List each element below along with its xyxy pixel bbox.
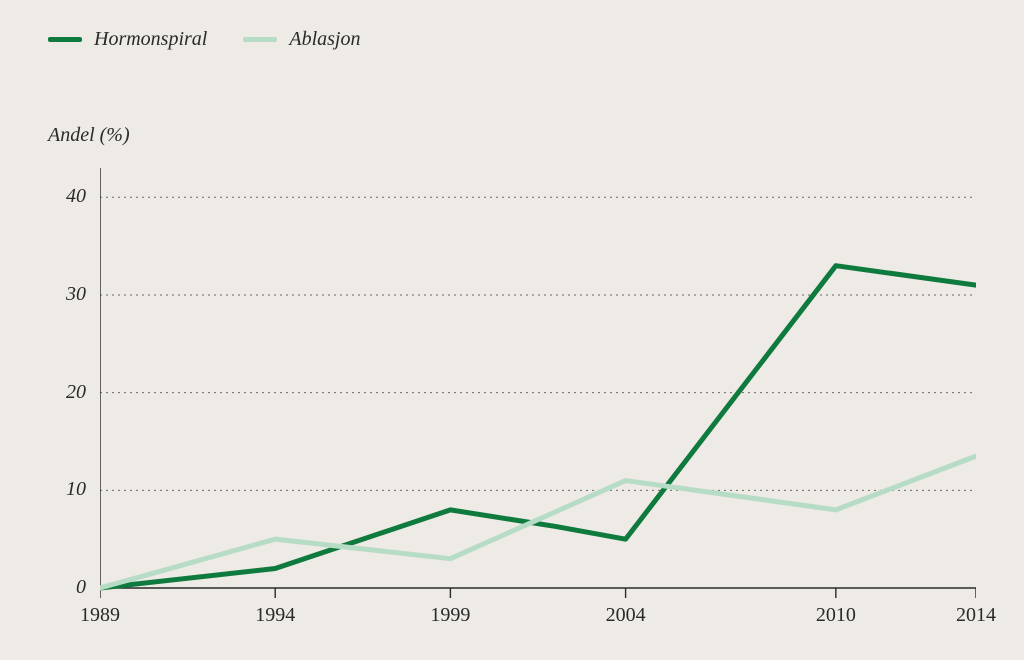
chart-svg [100, 168, 976, 602]
plot-area: 010203040 198919941999200420102014 [100, 168, 976, 588]
x-tick-label: 2004 [606, 604, 646, 627]
x-tick-label: 2014 [956, 604, 996, 627]
x-tick-label: 2010 [816, 604, 856, 627]
y-tick-label: 30 [66, 283, 86, 306]
legend-label: Hormonspiral [94, 28, 207, 51]
y-tick-label: 40 [66, 185, 86, 208]
y-tick-label: 0 [76, 576, 86, 599]
gridlines [100, 197, 976, 490]
series-group [100, 266, 976, 588]
legend-item-hormonspiral: Hormonspiral [48, 28, 207, 51]
legend-label: Ablasjon [289, 28, 360, 51]
y-tick-label: 20 [66, 381, 86, 404]
y-tick-label: 10 [66, 478, 86, 501]
x-tick-label: 1994 [255, 604, 295, 627]
legend-swatch [48, 37, 82, 42]
legend-swatch [243, 37, 277, 42]
legend-item-ablasjon: Ablasjon [243, 28, 360, 51]
axes [100, 168, 976, 598]
legend: Hormonspiral Ablasjon [48, 28, 360, 51]
x-tick-label: 1989 [80, 604, 120, 627]
y-axis-label: Andel (%) [48, 124, 130, 147]
x-tick-label: 1999 [430, 604, 470, 627]
